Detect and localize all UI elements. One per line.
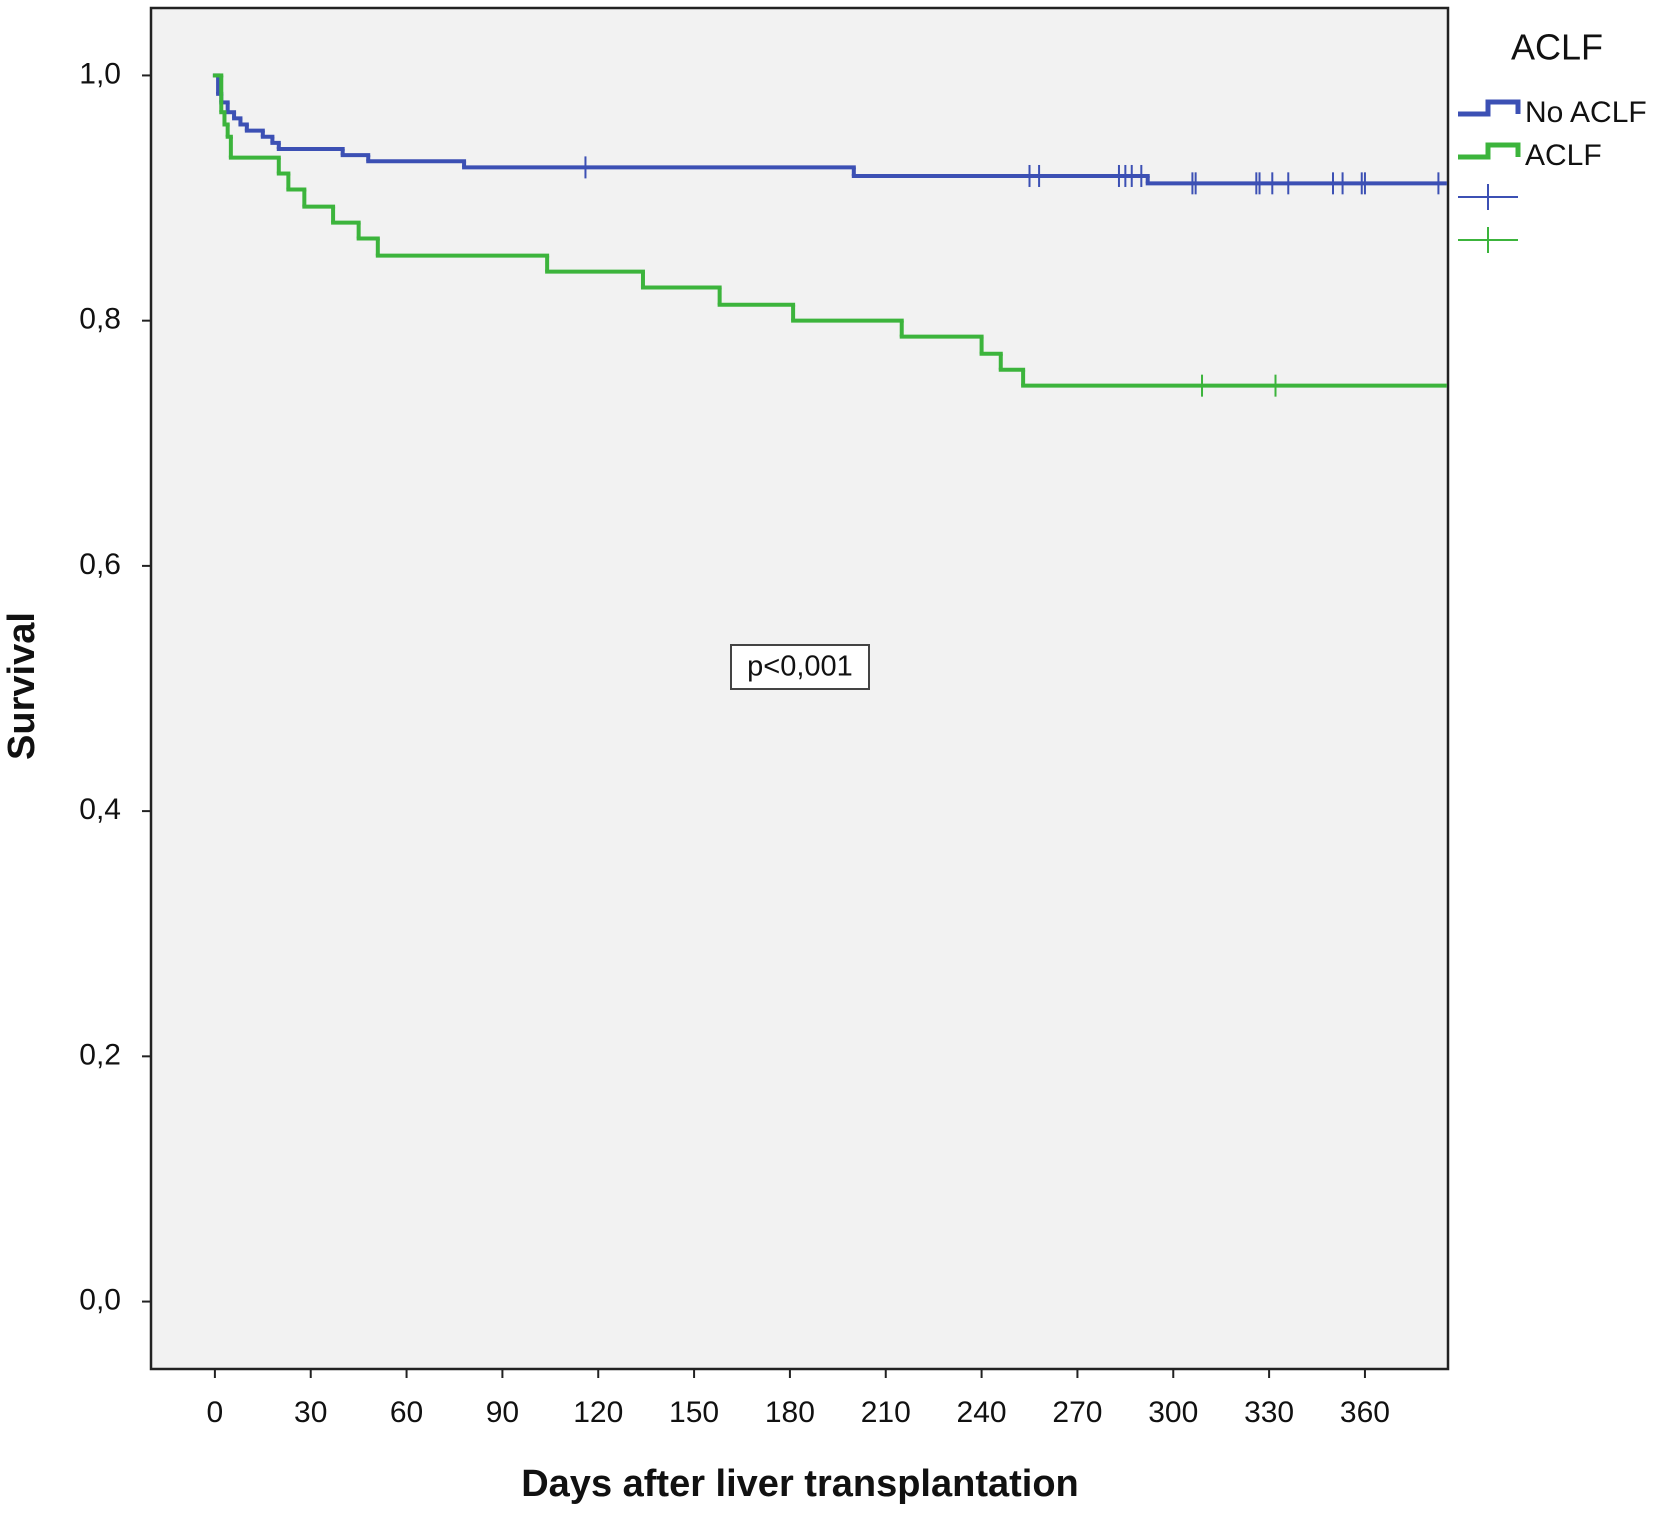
x-tick-label: 0 xyxy=(207,1396,224,1429)
x-tick-label: 90 xyxy=(486,1396,519,1429)
x-tick-label: 180 xyxy=(765,1396,815,1429)
legend-label: ACLF xyxy=(1525,139,1602,172)
y-tick-label: 0,0 xyxy=(79,1283,121,1316)
legend-censor-icons xyxy=(1458,184,1518,253)
annotation: p<0,001 xyxy=(747,651,853,683)
y-axis-title: Survival xyxy=(1,612,43,760)
y-tick-label: 0,8 xyxy=(79,303,121,336)
x-tick-label: 300 xyxy=(1148,1396,1198,1429)
legend-label: No ACLF xyxy=(1525,96,1647,129)
x-tick-label: 240 xyxy=(957,1396,1007,1429)
x-tick-label: 30 xyxy=(294,1396,327,1429)
x-axis-title: Days after liver transplantation xyxy=(521,1463,1079,1505)
y-tick-label: 0,6 xyxy=(79,548,121,581)
legend-swatch xyxy=(1458,142,1521,160)
y-tick-label: 1,0 xyxy=(79,57,121,90)
x-tick-label: 60 xyxy=(390,1396,423,1429)
y-tick-label: 0,2 xyxy=(79,1038,121,1071)
x-tick-label: 120 xyxy=(573,1396,623,1429)
legend-swatch xyxy=(1458,99,1521,117)
legend-title: ACLF xyxy=(1511,27,1603,68)
x-tick-label: 270 xyxy=(1052,1396,1102,1429)
x-tick-label: 330 xyxy=(1244,1396,1294,1429)
y-tick-label: 0,4 xyxy=(79,793,121,826)
annotation-box xyxy=(730,644,870,690)
x-tick-label: 210 xyxy=(861,1396,911,1429)
x-tick-label: 360 xyxy=(1340,1396,1390,1429)
x-tick-label: 150 xyxy=(669,1396,719,1429)
